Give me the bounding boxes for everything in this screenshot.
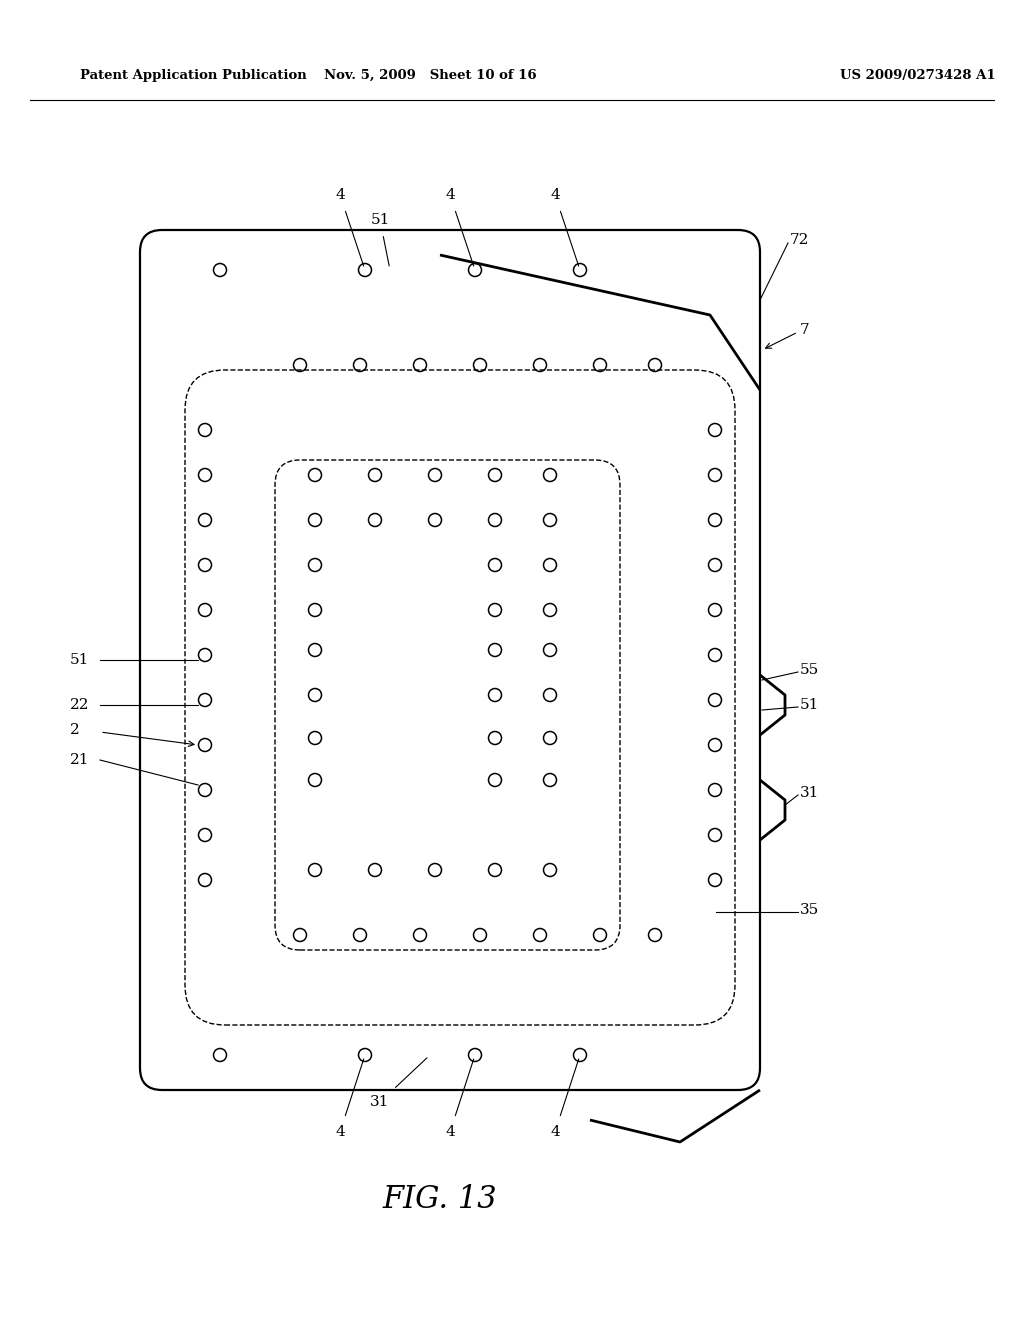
Text: 4: 4 — [335, 1059, 364, 1139]
Text: 22: 22 — [70, 698, 89, 711]
Text: 21: 21 — [70, 752, 89, 767]
Text: 4: 4 — [445, 187, 474, 267]
Text: 51: 51 — [70, 653, 89, 667]
Text: 2: 2 — [70, 723, 80, 737]
Text: 4: 4 — [550, 1059, 579, 1139]
Text: 7: 7 — [800, 323, 810, 337]
Text: 72: 72 — [790, 234, 809, 247]
FancyBboxPatch shape — [140, 230, 760, 1090]
Text: 51: 51 — [800, 698, 819, 711]
Text: 35: 35 — [800, 903, 819, 917]
Text: Nov. 5, 2009   Sheet 10 of 16: Nov. 5, 2009 Sheet 10 of 16 — [324, 69, 537, 82]
Text: 31: 31 — [800, 785, 819, 800]
Text: 51: 51 — [371, 213, 390, 265]
Text: 31: 31 — [371, 1057, 427, 1109]
Text: 4: 4 — [335, 187, 364, 267]
Text: 4: 4 — [445, 1059, 474, 1139]
Text: US 2009/0273428 A1: US 2009/0273428 A1 — [840, 69, 995, 82]
Text: Patent Application Publication: Patent Application Publication — [80, 69, 307, 82]
Text: 4: 4 — [550, 187, 579, 267]
Text: FIG. 13: FIG. 13 — [383, 1184, 498, 1216]
Text: 55: 55 — [800, 663, 819, 677]
